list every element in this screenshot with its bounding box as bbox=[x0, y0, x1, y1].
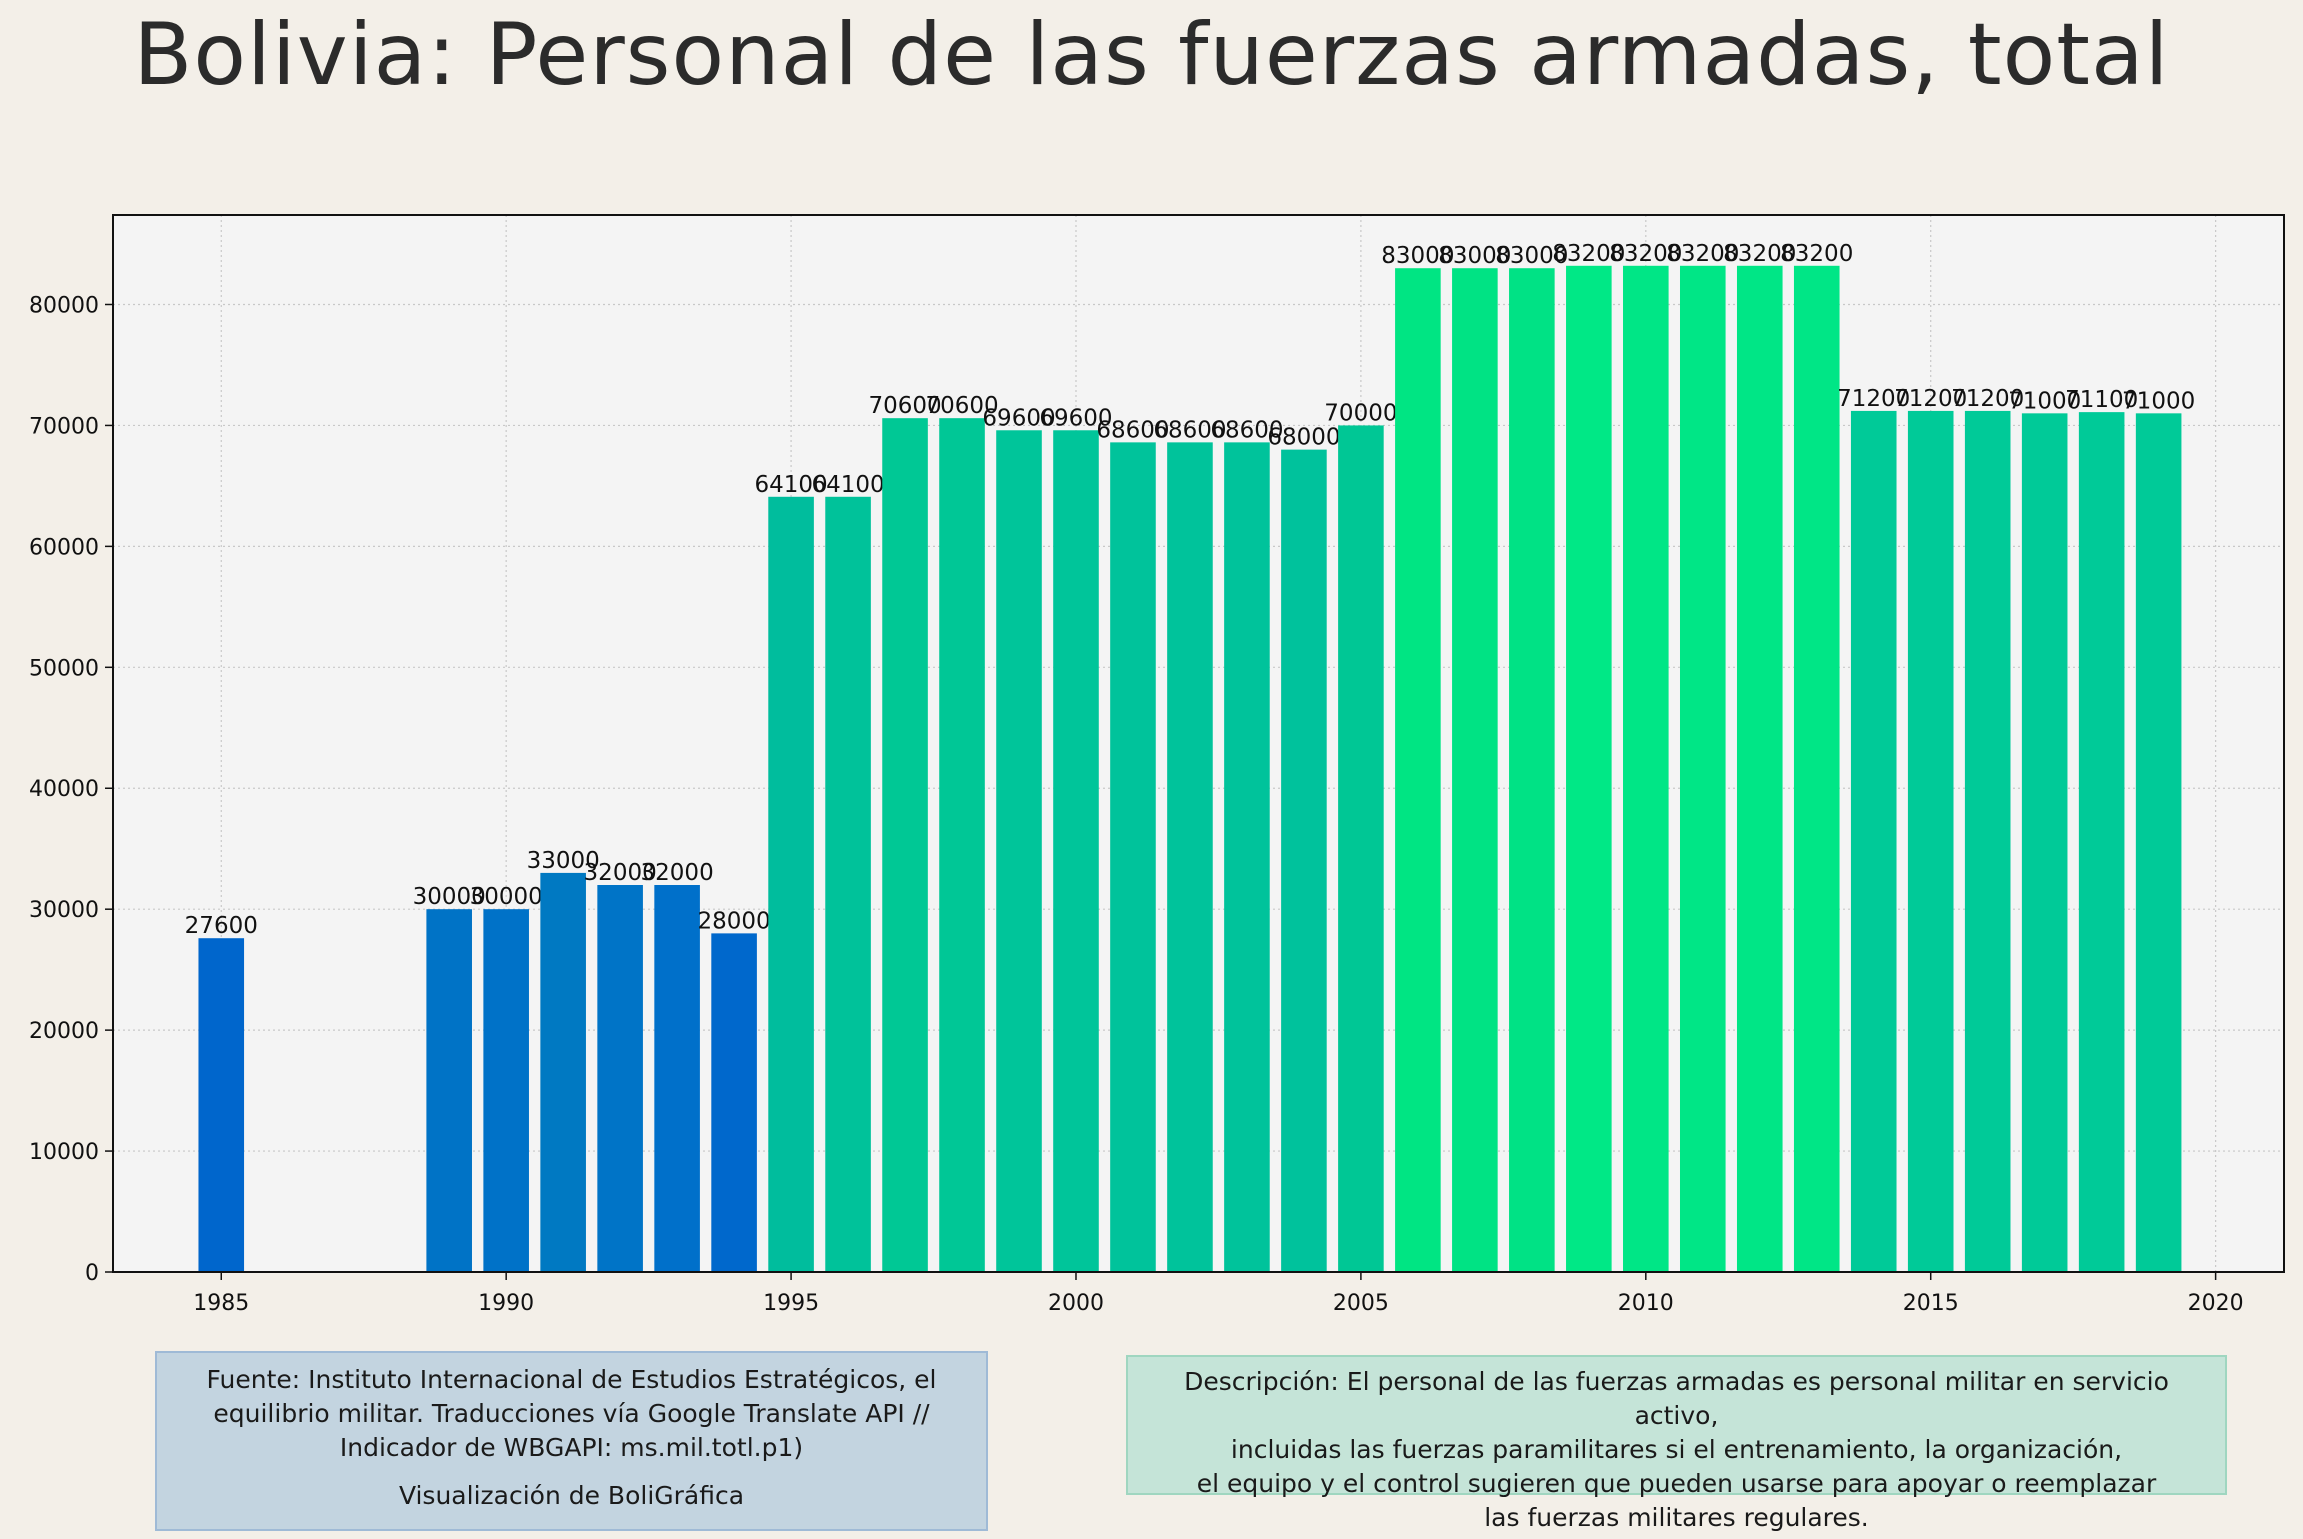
data-label: 83200 bbox=[1723, 241, 1796, 267]
bar bbox=[1110, 442, 1156, 1272]
bar bbox=[1964, 410, 2011, 1272]
source-line-2: equilibrio militar. Traducciones vía Goo… bbox=[213, 1399, 930, 1428]
y-tick-label: 0 bbox=[85, 1261, 99, 1286]
data-label: 64100 bbox=[754, 472, 827, 498]
data-label: 71000 bbox=[2008, 388, 2081, 414]
data-label: 70600 bbox=[868, 393, 941, 419]
data-label: 83000 bbox=[1381, 243, 1454, 269]
description-box: Descripción: El personal de las fuerzas … bbox=[1126, 1355, 2227, 1532]
bar bbox=[1281, 449, 1327, 1273]
bar bbox=[1736, 265, 1783, 1272]
description-line-2: incluidas las fuerzas paramilitares si e… bbox=[1230, 1435, 2123, 1464]
bar bbox=[939, 418, 985, 1272]
bar bbox=[1167, 442, 1213, 1272]
data-label: 83200 bbox=[1666, 241, 1739, 267]
bar bbox=[597, 884, 643, 1272]
bar bbox=[1395, 268, 1441, 1272]
data-label: 68000 bbox=[1267, 425, 1340, 451]
bar bbox=[882, 418, 928, 1272]
bar bbox=[1793, 265, 1840, 1272]
bar bbox=[825, 496, 871, 1273]
y-tick-label: 10000 bbox=[29, 1140, 99, 1165]
data-label: 30000 bbox=[413, 884, 486, 910]
bar bbox=[654, 884, 700, 1272]
bar bbox=[1850, 410, 1897, 1272]
bar bbox=[1452, 268, 1498, 1272]
source-line-1: Fuente: Instituto Internacional de Estud… bbox=[206, 1365, 937, 1394]
x-tick-label: 2010 bbox=[1618, 1291, 1674, 1316]
bar bbox=[198, 938, 245, 1272]
data-label: 70600 bbox=[925, 393, 998, 419]
data-label: 83200 bbox=[1552, 241, 1625, 267]
x-tick-label: 2015 bbox=[1903, 1291, 1959, 1316]
data-label: 30000 bbox=[470, 884, 543, 910]
data-label: 71200 bbox=[1837, 386, 1910, 412]
data-label: 83000 bbox=[1438, 243, 1511, 269]
bar bbox=[2021, 413, 2068, 1272]
description-line-3: el equipo y el control sugieren que pued… bbox=[1196, 1469, 2157, 1498]
data-label: 32000 bbox=[584, 860, 657, 886]
x-tick-label: 2000 bbox=[1048, 1291, 1104, 1316]
data-label: 69600 bbox=[982, 405, 1055, 431]
y-tick-label: 70000 bbox=[29, 414, 99, 439]
data-label: 70000 bbox=[1324, 400, 1397, 426]
data-label: 27600 bbox=[185, 913, 258, 939]
y-tick-label: 30000 bbox=[29, 898, 99, 923]
x-tick-label: 2020 bbox=[2188, 1291, 2244, 1316]
bar bbox=[1566, 265, 1612, 1272]
x-tick-label: 2005 bbox=[1333, 1291, 1389, 1316]
bar bbox=[1224, 442, 1270, 1272]
data-label: 33000 bbox=[527, 848, 600, 874]
data-label: 71200 bbox=[1894, 386, 1967, 412]
bar bbox=[1623, 265, 1669, 1272]
bar bbox=[1338, 425, 1384, 1272]
data-label: 83000 bbox=[1495, 243, 1568, 269]
source-box: Fuente: Instituto Internacional de Estud… bbox=[155, 1351, 988, 1531]
data-label: 68600 bbox=[1096, 417, 1169, 443]
y-tick-label: 40000 bbox=[29, 777, 99, 802]
data-label: 69600 bbox=[1039, 405, 1112, 431]
bar bbox=[711, 933, 757, 1272]
bar bbox=[426, 909, 472, 1272]
y-tick-label: 50000 bbox=[29, 656, 99, 681]
source-line-3: Indicador de WBGAPI: ms.mil.totl.p1) bbox=[339, 1433, 804, 1462]
data-label: 64100 bbox=[811, 472, 884, 498]
y-tick-label: 80000 bbox=[29, 293, 99, 318]
bar bbox=[2135, 413, 2182, 1272]
bar bbox=[483, 909, 529, 1272]
data-label: 83200 bbox=[1780, 241, 1853, 267]
data-label: 32000 bbox=[641, 860, 714, 886]
bar bbox=[2078, 412, 2125, 1273]
y-tick-label: 60000 bbox=[29, 535, 99, 560]
bar bbox=[996, 430, 1042, 1272]
bar bbox=[1509, 268, 1555, 1272]
description-line-4: las fuerzas militares regulares. bbox=[1484, 1503, 1869, 1532]
bar bbox=[768, 496, 814, 1273]
data-label: 68600 bbox=[1210, 417, 1283, 443]
bar bbox=[540, 872, 586, 1272]
bar bbox=[1679, 265, 1726, 1272]
x-tick-label: 1995 bbox=[763, 1291, 819, 1316]
data-label: 68600 bbox=[1153, 417, 1226, 443]
bar-chart: 2760030000300003300032000320002800064100… bbox=[29, 214, 2285, 1316]
source-credit: Visualización de BoliGráfica bbox=[398, 1481, 745, 1510]
x-tick-label: 1990 bbox=[478, 1291, 534, 1316]
data-label: 83200 bbox=[1609, 241, 1682, 267]
data-label: 71100 bbox=[2065, 387, 2138, 413]
description-line-1: Descripción: El personal de las fuerzas … bbox=[1184, 1367, 2169, 1430]
data-label: 71000 bbox=[2122, 388, 2195, 414]
x-tick-label: 1985 bbox=[193, 1291, 249, 1316]
bar bbox=[1053, 430, 1099, 1272]
y-tick-label: 20000 bbox=[29, 1019, 99, 1044]
data-label: 71200 bbox=[1951, 386, 2024, 412]
data-label: 28000 bbox=[698, 908, 771, 934]
bar bbox=[1907, 410, 1954, 1272]
chart-title: Bolivia: Personal de las fuerzas armadas… bbox=[133, 5, 2170, 105]
plot-frame bbox=[112, 214, 2285, 1273]
